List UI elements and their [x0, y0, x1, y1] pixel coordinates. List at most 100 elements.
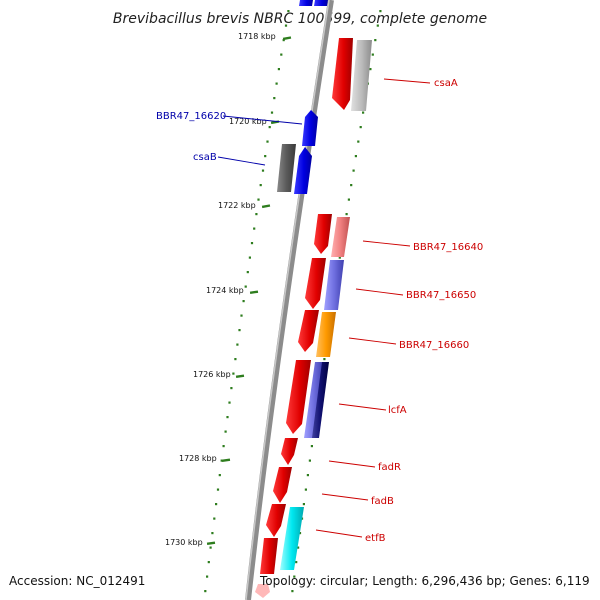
gene-bar-csaa-gray[interactable]: [351, 40, 372, 111]
outer-ring-dot: [297, 546, 300, 549]
leader-csaa: [383, 78, 431, 84]
inner-ring-dot: [284, 24, 288, 27]
accession-text: Accession: NC_012491: [9, 574, 146, 588]
inner-dotted-ring: [204, 10, 290, 593]
gene-labels: csaA BBR47_16620 csaB BBR47_16640 BBR47_…: [156, 78, 483, 544]
gene-arrow-bbr47-16640[interactable]: [314, 214, 332, 254]
gene-bar-bbr47-16640[interactable]: [331, 217, 350, 257]
outer-ring-dot: [379, 10, 382, 13]
inner-ring-dot: [248, 256, 251, 259]
gene-bar-bbr47-16660[interactable]: [316, 312, 336, 357]
inner-ring-dot: [275, 82, 278, 85]
gene-arrow-lcfa[interactable]: [286, 360, 311, 434]
tick-label-1724: 1724 kbp: [206, 286, 244, 295]
tick-1726: [235, 374, 245, 378]
gene-arrow-csaa[interactable]: [332, 38, 353, 110]
inner-ring-dot: [232, 372, 235, 375]
tick-1724: [249, 290, 259, 294]
leader-csab: [217, 156, 266, 166]
inner-ring-dot: [240, 314, 243, 317]
tick-label-1730: 1730 kbp: [165, 538, 203, 547]
tick-label-1726: 1726 kbp: [193, 370, 231, 379]
gene-label-csab[interactable]: csaB: [193, 152, 217, 163]
leader-fadb: [321, 493, 369, 501]
inner-ring-dot: [204, 590, 207, 593]
map-title: Brevibacillus brevis NBRC 100599, comple…: [113, 11, 487, 27]
leader-lcfa: [338, 403, 387, 411]
tick-1730: [206, 541, 216, 545]
label-leaders: [217, 78, 431, 538]
forward-strand-genes: [255, 38, 372, 598]
inner-ring-dot: [228, 401, 231, 404]
inner-ring-dot: [218, 474, 221, 477]
inner-ring-dot: [264, 155, 267, 158]
gene-bar-lcfa-slate[interactable]: [304, 362, 323, 438]
outer-ring-dot: [310, 445, 313, 448]
inner-ring-dot: [259, 184, 262, 187]
gene-bar-csab-gray[interactable]: [277, 144, 296, 192]
outer-ring-dot: [298, 532, 302, 535]
leader-fadr: [328, 460, 376, 468]
gene-arrow-bottom-red[interactable]: [260, 538, 278, 574]
gene-arrow-bbr47-16650[interactable]: [305, 258, 326, 309]
outer-ring-dot: [304, 488, 307, 491]
outer-ring-dot: [308, 459, 311, 462]
tick-1728: [221, 458, 231, 462]
gene-arrow-bbr47-16660[interactable]: [298, 310, 319, 352]
gene-label-lcfa[interactable]: lcfA: [388, 405, 407, 416]
outer-ring-dot: [306, 474, 309, 477]
inner-ring-dot: [250, 242, 254, 245]
inner-ring-dot: [238, 329, 241, 332]
outer-ring-dot: [352, 169, 355, 172]
gene-label-fadb[interactable]: fadB: [371, 496, 394, 507]
gene-label-csaa[interactable]: csaA: [434, 78, 458, 89]
inner-ring-dot: [215, 503, 218, 506]
inner-ring-dot: [211, 532, 214, 535]
genome-backbone: [245, 0, 334, 600]
gene-bar-lcfa-navy[interactable]: [312, 362, 329, 438]
inner-ring-dot: [253, 227, 256, 230]
inner-ring-dot: [222, 445, 225, 448]
gene-bar-bbr47-16650[interactable]: [324, 260, 344, 310]
leader-bbr47-16660: [348, 337, 397, 345]
topology-text: Topology: circular; Length: 6,296,436 bp…: [260, 574, 590, 588]
gene-arrow-etfb-red[interactable]: [266, 504, 286, 537]
tick-label-1728: 1728 kbp: [179, 454, 217, 463]
gene-label-bbr47-16650[interactable]: BBR47_16650: [406, 290, 476, 301]
gene-label-etfb[interactable]: etfB: [365, 533, 386, 544]
gene-arrow-bbr47-16620[interactable]: [302, 110, 318, 146]
gene-bar-etfb-cyan[interactable]: [280, 507, 304, 570]
genome-backbone-highlight: [245, 0, 330, 600]
gene-arrow-fadr[interactable]: [281, 438, 298, 465]
inner-ring-dot: [236, 343, 239, 346]
gene-arrow-fadb[interactable]: [273, 467, 292, 503]
inner-ring-dot: [213, 517, 216, 520]
inner-ring-dot: [266, 140, 269, 143]
inner-ring-dot: [234, 358, 237, 361]
inner-ring-dot: [287, 10, 290, 13]
inner-ring-dot: [270, 111, 274, 114]
inner-ring-dot: [206, 575, 209, 578]
inner-ring-dot: [224, 430, 227, 433]
ruler-ticks: 1718 kbp 1720 kbp 1722 kbp 1724 kbp 1726…: [165, 32, 292, 547]
inner-ring-dot: [209, 546, 212, 549]
tick-label-1718: 1718 kbp: [238, 32, 276, 41]
inner-ring-dot: [220, 459, 223, 462]
gene-label-bbr47-16660[interactable]: BBR47_16660: [399, 340, 469, 351]
outer-ring-dot: [354, 155, 357, 158]
outer-ring-dot: [295, 561, 298, 564]
inner-ring-dot: [230, 387, 233, 390]
gene-label-fadr[interactable]: fadR: [378, 462, 401, 473]
outer-ring-dot: [347, 198, 350, 201]
outer-ring-dot: [362, 111, 365, 114]
tick-1718: [282, 36, 292, 41]
leader-bbr47-16620: [222, 115, 303, 125]
inner-ring-dot: [280, 53, 283, 56]
gene-arrow-csab-blue[interactable]: [294, 147, 312, 194]
inner-ring-dot: [242, 300, 245, 303]
inner-ring-dot: [257, 198, 260, 201]
gene-label-bbr47-16620[interactable]: BBR47_16620: [156, 111, 226, 122]
gene-label-bbr47-16640[interactable]: BBR47_16640: [413, 242, 483, 253]
leader-etfb: [315, 529, 363, 538]
